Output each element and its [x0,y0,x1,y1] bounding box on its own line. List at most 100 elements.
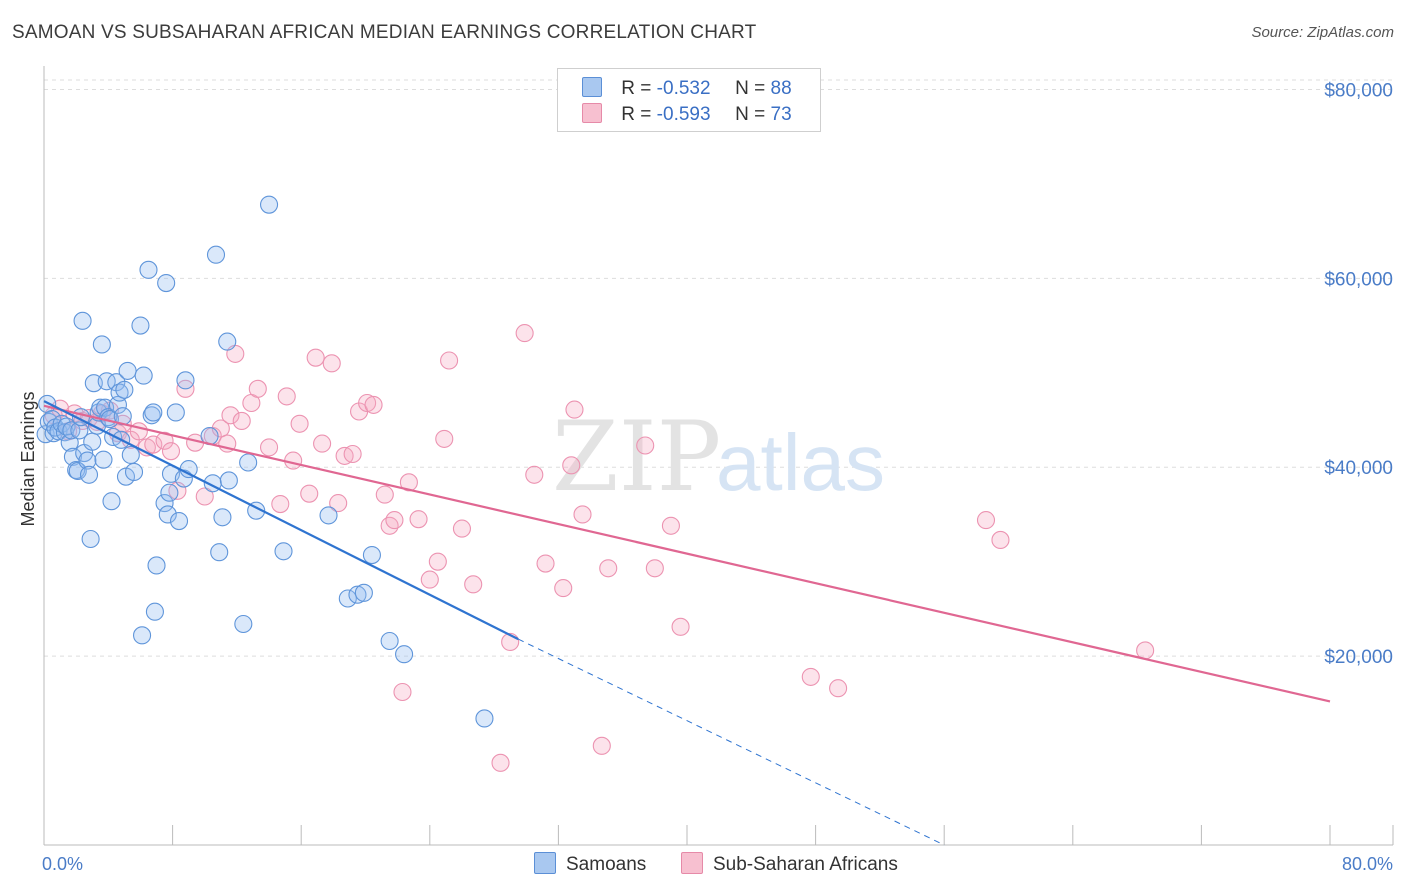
point-samoan [234,614,253,634]
point-samoan [115,380,134,399]
point-subsaharan [393,682,412,702]
legend-swatch-subsaharan [582,103,602,123]
point-samoan [166,403,185,422]
point-subsaharan [144,435,163,454]
trend-line-samoan [43,400,519,641]
point-samoan [158,505,177,524]
point-samoan [144,403,163,422]
bottom-legend-label-subsaharan: Sub-Saharan Africans [713,854,898,875]
point-subsaharan [428,552,447,571]
point-subsaharan [565,400,584,419]
point-subsaharan [661,516,680,535]
point-samoan [155,494,174,513]
point-subsaharan [380,516,399,535]
point-subsaharan [599,559,618,578]
legend-row-samoans: R = -0.532 N = 88 [582,77,792,103]
point-samoan [348,585,367,604]
point-samoan [97,372,116,391]
legend-n-label: N = [735,78,766,99]
point-subsaharan [525,465,544,484]
bottom-legend-subsaharan: Sub-Saharan Africans [681,852,898,876]
source-credit: Source: ZipAtlas.com [1251,24,1394,41]
point-samoan [124,462,144,481]
point-samoan [70,421,89,440]
point-samoan [218,332,237,351]
trend-lines [43,400,1331,846]
point-subsaharan [452,519,472,538]
point-subsaharan [221,406,240,425]
point-samoan [395,645,414,664]
point-samoan [73,311,92,330]
point-subsaharan [306,348,325,367]
legend-swatch-samoans [582,77,602,97]
point-subsaharan [491,753,510,772]
point-samoan [78,451,97,470]
y-tick-label: $20,000 [1324,647,1393,668]
point-subsaharan [573,505,592,524]
point-subsaharan [440,351,459,370]
point-samoan [131,316,150,335]
point-samoan [110,383,129,402]
y-axis-label: Median Earnings [18,391,38,526]
watermark-zip: ZIP [552,401,721,513]
legend-r-value-samoans: -0.532 [656,78,711,99]
legend-r-label: R = [621,78,652,99]
point-subsaharan [385,511,404,530]
point-subsaharan [284,451,303,470]
legend-n-label: N = [735,104,766,125]
point-samoan [219,471,238,490]
point-subsaharan [801,667,820,686]
point-samoan [354,583,373,602]
point-subsaharan [435,429,454,448]
point-subsaharan [592,736,611,755]
point-samoan [206,245,226,264]
point-samoan [133,626,152,645]
watermark-atlas: atlas [716,418,885,507]
point-subsaharan [991,530,1010,549]
point-subsaharan [358,393,377,413]
point-samoan [147,556,166,575]
point-samoan [239,453,258,472]
point-samoan [145,602,164,621]
trend-line-subsaharan [43,404,1331,703]
point-samoan [94,450,113,469]
data-points [36,195,1155,772]
point-samoan [176,371,195,390]
point-samoan [142,406,161,425]
tick-labels: $20,000 $40,000 $60,000 $80,000 0.0% 80.0% [42,80,1393,874]
x-tick-label: 80.0% [1342,854,1393,874]
point-subsaharan [155,431,174,450]
point-subsaharan [195,487,214,506]
point-samoan [213,508,232,527]
point-samoan [81,529,100,549]
point-samoan [102,492,121,511]
point-subsaharan [259,438,279,457]
point-subsaharan [645,559,664,578]
point-subsaharan [248,379,267,398]
point-subsaharan [343,444,362,464]
point-samoan [121,445,140,464]
point-subsaharan [271,495,290,514]
point-subsaharan [562,456,581,475]
point-subsaharan [409,510,428,529]
trend-line-samoan-extension [517,638,945,846]
point-samoan [160,483,179,502]
point-samoan [362,546,381,565]
point-subsaharan [976,511,996,530]
legend-row-subsaharan: R = -0.593 N = 73 [582,103,792,129]
point-samoan [139,260,158,279]
point-subsaharan [1136,641,1155,660]
point-subsaharan [277,387,296,406]
point-samoan [319,506,338,525]
y-tick-label: $40,000 [1324,458,1393,479]
point-samoan [169,512,189,531]
point-samoan [274,542,293,561]
point-samoan [118,361,137,380]
point-subsaharan [232,411,251,430]
point-subsaharan [161,442,181,461]
point-subsaharan [636,436,655,455]
x-tick-label: 0.0% [42,854,83,874]
bottom-legend-swatch-subsaharan [681,852,703,874]
point-subsaharan [322,354,341,373]
